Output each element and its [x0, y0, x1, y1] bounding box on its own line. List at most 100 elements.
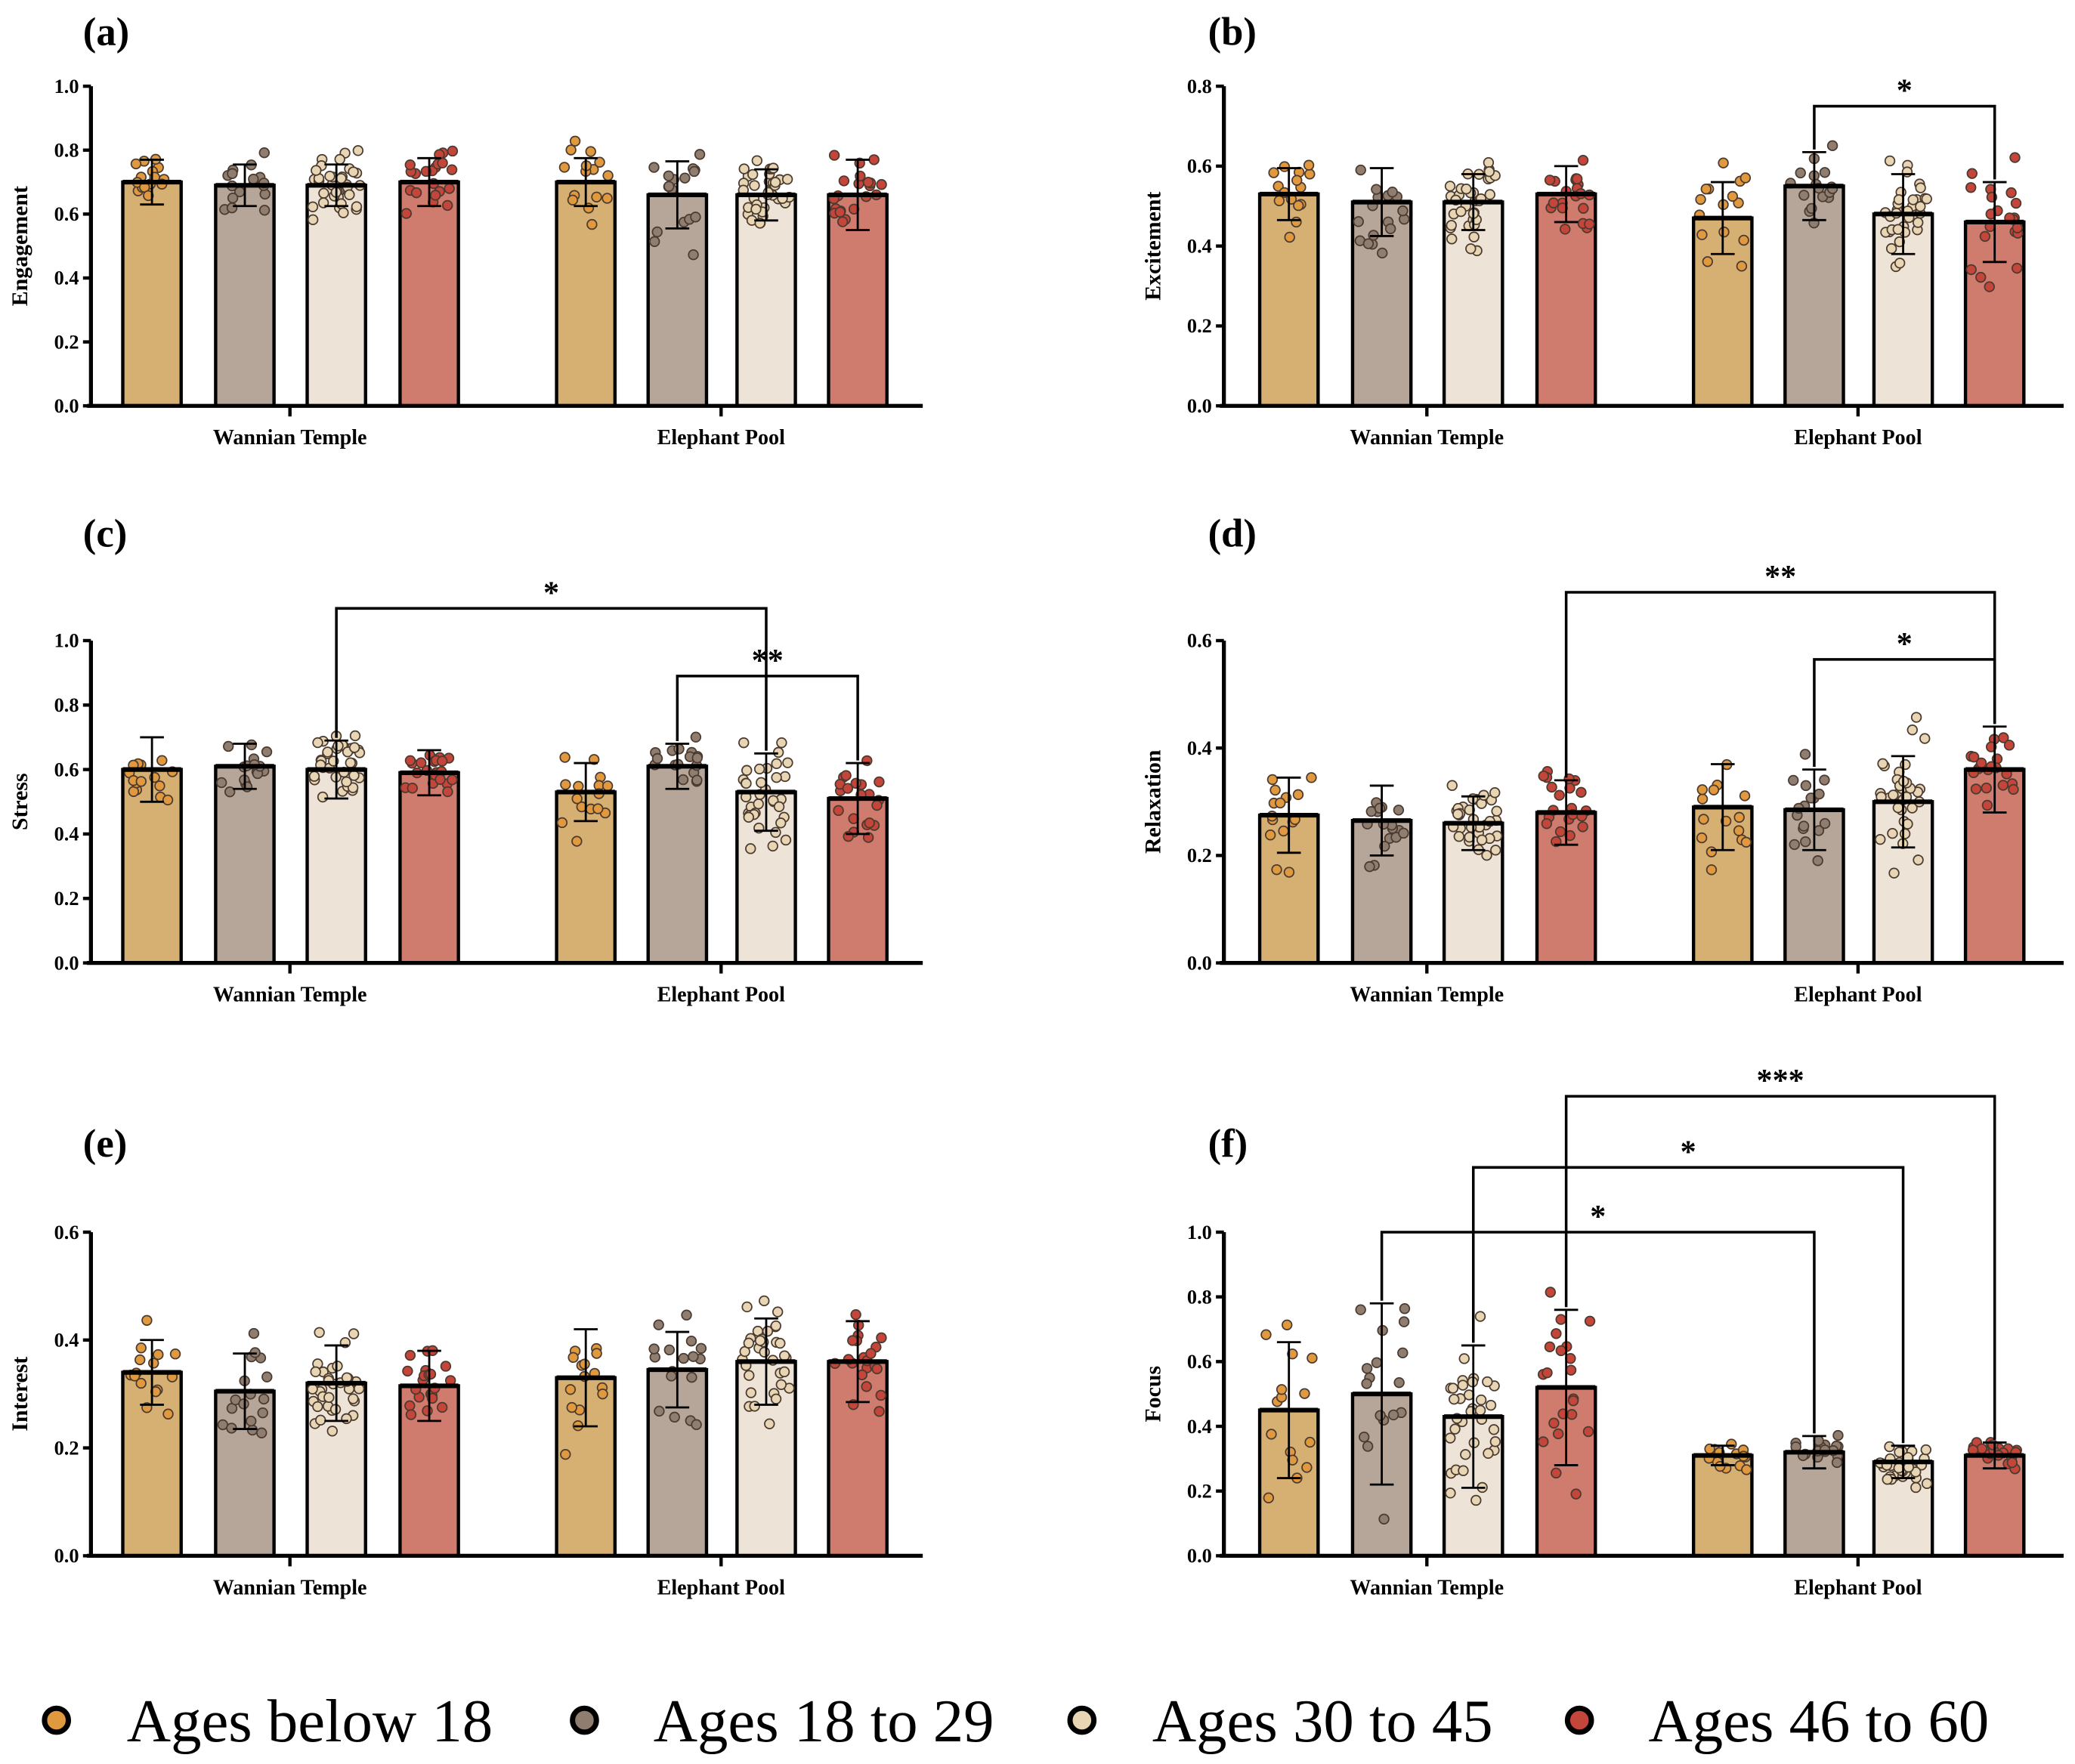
data-point	[130, 158, 142, 170]
data-point	[666, 1370, 677, 1382]
significance-label: **	[1764, 559, 1796, 595]
data-point	[1826, 140, 1838, 152]
data-point	[341, 776, 352, 788]
data-point	[1966, 168, 1978, 179]
data-point	[338, 207, 349, 218]
data-point	[2003, 740, 2015, 751]
data-point	[312, 1401, 323, 1413]
data-point	[778, 1350, 790, 1361]
data-point	[688, 1351, 699, 1362]
data-point	[1555, 1314, 1566, 1325]
data-point	[446, 164, 458, 175]
data-point	[566, 1401, 577, 1413]
data-point	[348, 1328, 360, 1339]
bar	[214, 765, 276, 965]
data-point	[771, 771, 782, 783]
data-point	[226, 202, 238, 214]
data-point	[1819, 167, 1831, 178]
data-point	[341, 1413, 352, 1425]
data-point	[1266, 774, 1279, 786]
data-point	[1921, 1478, 1933, 1489]
y-tick-label: 0.6	[1187, 156, 1212, 178]
data-point	[1888, 867, 1900, 879]
data-point	[1268, 167, 1279, 178]
data-point	[862, 177, 874, 188]
data-point	[1832, 1429, 1844, 1441]
data-point	[1892, 802, 1904, 814]
data-point	[1398, 827, 1409, 839]
panel-f: (f) Focus 0.0 0.2 0.4 0.6 0.8 1.0 Wannian Temple…	[1140, 1063, 2064, 1599]
data-point	[1355, 164, 1366, 176]
data-point	[156, 755, 168, 766]
data-point	[1554, 826, 1566, 838]
data-point	[434, 774, 446, 785]
y-tick-label: 0.8	[1187, 76, 1212, 97]
data-point	[1489, 1436, 1501, 1447]
data-point	[1387, 1409, 1399, 1421]
data-point	[743, 811, 754, 823]
y-tick-label: 1.0	[54, 76, 79, 97]
data-point	[567, 194, 579, 205]
data-point	[1293, 199, 1304, 212]
y-tick-label: 0.4	[54, 267, 79, 289]
data-point	[1894, 236, 1906, 248]
data-point	[775, 1379, 787, 1390]
data-point	[558, 162, 571, 173]
data-point	[1975, 271, 1987, 283]
data-point	[1483, 157, 1495, 168]
significance-bracket	[1813, 104, 1996, 180]
x-tick-label: Elephant Pool	[1794, 984, 1922, 1007]
data-point	[1696, 832, 1708, 844]
data-point	[241, 781, 253, 792]
legend-marker-icon	[42, 1705, 72, 1735]
bar	[121, 180, 183, 408]
data-point	[258, 147, 270, 159]
data-point	[601, 193, 613, 204]
data-point	[1564, 783, 1576, 794]
data-point	[227, 192, 239, 204]
data-point	[747, 168, 759, 181]
data-point	[1362, 1441, 1374, 1452]
data-point	[1567, 1395, 1579, 1407]
data-point	[227, 168, 238, 179]
data-point	[1292, 789, 1304, 801]
data-point	[258, 205, 271, 216]
data-point	[1445, 1432, 1456, 1444]
data-point	[1542, 1367, 1553, 1379]
panel-label: (a)	[83, 11, 129, 54]
legend-item: Ages below 18	[42, 1688, 493, 1755]
x-tick-label: Wannian Temple	[1350, 984, 1504, 1007]
data-point	[1481, 849, 1492, 861]
data-point	[1458, 1465, 1469, 1476]
data-point	[1364, 860, 1375, 873]
data-point	[690, 212, 701, 223]
y-tick-label: 0.0	[1187, 1545, 1212, 1567]
data-point	[308, 771, 320, 782]
data-point	[745, 1387, 757, 1398]
data-point	[1453, 831, 1465, 842]
data-point	[326, 1426, 338, 1437]
data-point	[651, 226, 663, 238]
data-point	[1555, 1345, 1567, 1357]
data-point	[1795, 167, 1806, 179]
data-point	[1546, 781, 1557, 793]
data-point	[1919, 733, 1931, 744]
data-point	[1361, 1363, 1373, 1374]
y-tick-label: 0.4	[54, 823, 79, 845]
data-point	[834, 206, 846, 218]
data-point	[1913, 217, 1924, 228]
data-point	[1875, 833, 1886, 845]
data-point	[307, 214, 319, 226]
data-point	[768, 162, 779, 174]
y-tick-label: 0.8	[54, 694, 79, 716]
data-point	[767, 840, 778, 852]
data-point	[1457, 1379, 1469, 1391]
data-point	[1789, 839, 1800, 851]
data-point	[351, 201, 363, 212]
data-point	[1915, 201, 1926, 212]
data-point	[223, 740, 234, 752]
data-point	[1551, 1467, 1562, 1479]
data-point	[437, 157, 448, 168]
data-point	[681, 1309, 692, 1321]
